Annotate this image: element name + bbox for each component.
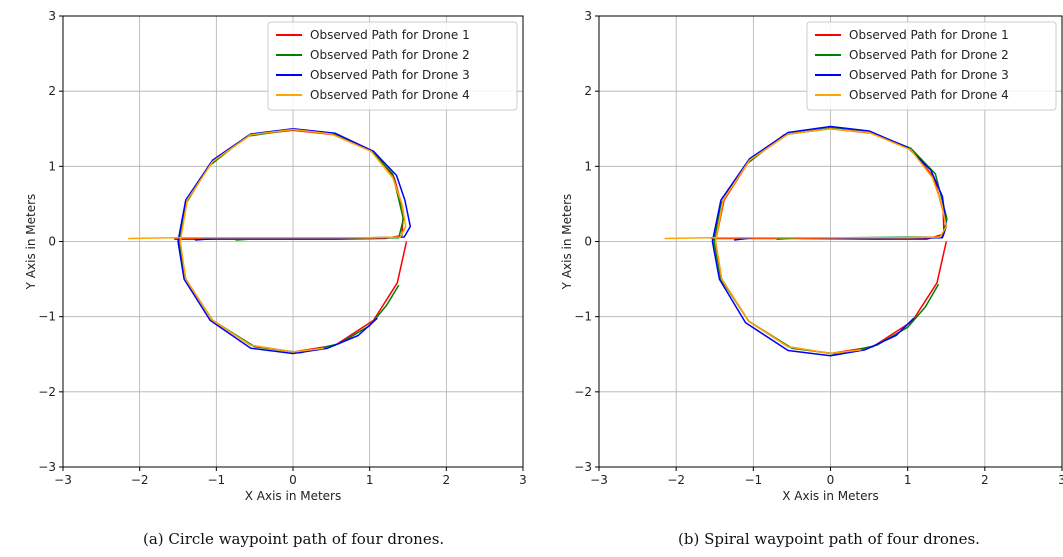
legend-box <box>267 21 518 111</box>
legend-label-drone-2: Observed Path for Drone 2 <box>849 48 1009 62</box>
y-tick-label: 2 <box>48 84 56 98</box>
legend-label-drone-3: Observed Path for Drone 3 <box>849 68 1009 82</box>
chart-panel-b: −3 −2 −1 0 1 2 3 −3 −2 −1 0 1 2 3 X Axis in Meters Y Ax… <box>560 9 1063 503</box>
legend-label-drone-1: Observed Path for Drone 1 <box>310 28 470 42</box>
x-tick-label: −2 <box>131 473 149 487</box>
figure: −3 −2 −1 0 1 2 3 −3 −2 −1 0 1 2 3 X Axis in Meters Y Ax… <box>24 9 1063 503</box>
x-tick-label: 2 <box>443 473 451 487</box>
legend-label-drone-3: Observed Path for Drone 3 <box>310 68 470 82</box>
x-tick-label: 1 <box>366 473 374 487</box>
y-tick-label: 2 <box>584 84 592 98</box>
y-axis-label: Y Axis in Meters <box>560 194 574 291</box>
y-tick-label: −3 <box>38 460 56 474</box>
legend-label-drone-4: Observed Path for Drone 4 <box>849 88 1009 102</box>
series-line-drone-4 <box>664 128 948 355</box>
y-tick-label: 3 <box>48 9 56 23</box>
caption-a: (a) Circle waypoint path of four drones. <box>143 530 445 548</box>
series-line-drone-4 <box>128 128 407 353</box>
legend-label-drone-1: Observed Path for Drone 1 <box>849 28 1009 42</box>
y-tick-label: 0 <box>584 235 592 249</box>
y-tick-label: −2 <box>38 385 56 399</box>
legend-label-drone-2: Observed Path for Drone 2 <box>310 48 470 62</box>
y-tick-label: −1 <box>574 310 592 324</box>
x-tick-label: −3 <box>590 473 608 487</box>
x-tick-label: −2 <box>667 473 685 487</box>
x-axis-label: X Axis in Meters <box>782 489 879 503</box>
chart-panel-a: −3 −2 −1 0 1 2 3 −3 −2 −1 0 1 2 3 X Axis in Meters Y Ax… <box>24 9 527 503</box>
y-tick-label: 1 <box>584 159 592 173</box>
x-tick-label: 0 <box>827 473 835 487</box>
legend: Observed Path for Drone 1 Observed Path f… <box>806 21 1057 111</box>
x-tick-label: 3 <box>519 473 527 487</box>
x-tick-label: 2 <box>981 473 989 487</box>
x-tick-label: −1 <box>207 473 225 487</box>
x-tick-label: 0 <box>289 473 297 487</box>
caption-b: (b) Spiral waypoint path of four drones. <box>678 530 980 548</box>
y-tick-label: 0 <box>48 235 56 249</box>
legend-label-drone-4: Observed Path for Drone 4 <box>310 88 470 102</box>
legend-box <box>806 21 1057 111</box>
y-tick-label: −2 <box>574 385 592 399</box>
x-tick-label: −3 <box>54 473 72 487</box>
y-tick-label: 1 <box>48 159 56 173</box>
x-axis-label: X Axis in Meters <box>245 489 342 503</box>
y-tick-label: 3 <box>584 9 592 23</box>
x-tick-label: 1 <box>904 473 912 487</box>
y-axis-label: Y Axis in Meters <box>24 194 38 291</box>
x-tick-label: −1 <box>744 473 762 487</box>
y-tick-label: −3 <box>574 460 592 474</box>
x-tick-label: 3 <box>1058 473 1063 487</box>
y-tick-label: −1 <box>38 310 56 324</box>
legend: Observed Path for Drone 1 Observed Path f… <box>267 21 518 111</box>
